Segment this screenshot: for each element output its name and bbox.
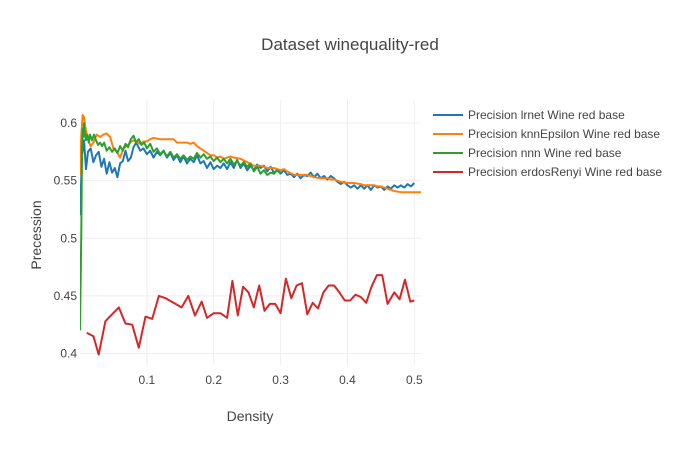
tick-labels: 0.1 0.2 0.3 0.4 0.5 0.4 0.45 0.5 0.55 0.6 <box>54 116 423 387</box>
series-line-4 <box>86 274 415 356</box>
gridlines <box>80 100 421 365</box>
series-lines <box>80 114 421 356</box>
x-tick-label: 0.5 <box>406 373 423 387</box>
chart-title: Dataset winequality-red <box>261 35 439 54</box>
series-line-2 <box>80 114 421 194</box>
x-tick-label: 0.1 <box>139 373 156 387</box>
legend-label: Precision lrnet Wine red base <box>468 108 625 122</box>
series-line-3 <box>80 122 282 331</box>
y-axis-title: Precession <box>28 200 44 269</box>
legend-label: Precision knnEpsilon Wine red base <box>468 127 660 141</box>
y-tick-label: 0.45 <box>54 289 78 303</box>
legend: Precision lrnet Wine red base Precision k… <box>433 108 662 179</box>
legend-label: Precision erdosRenyi Wine red base <box>468 165 662 179</box>
y-tick-label: 0.4 <box>60 346 77 360</box>
y-tick-label: 0.6 <box>60 116 77 130</box>
x-axis-title: Density <box>227 408 274 424</box>
x-tick-label: 0.4 <box>339 373 356 387</box>
y-tick-label: 0.55 <box>54 174 78 188</box>
x-tick-label: 0.3 <box>272 373 289 387</box>
x-tick-label: 0.2 <box>205 373 222 387</box>
y-tick-label: 0.5 <box>60 231 77 245</box>
legend-label: Precision nnn Wine red base <box>468 146 622 160</box>
